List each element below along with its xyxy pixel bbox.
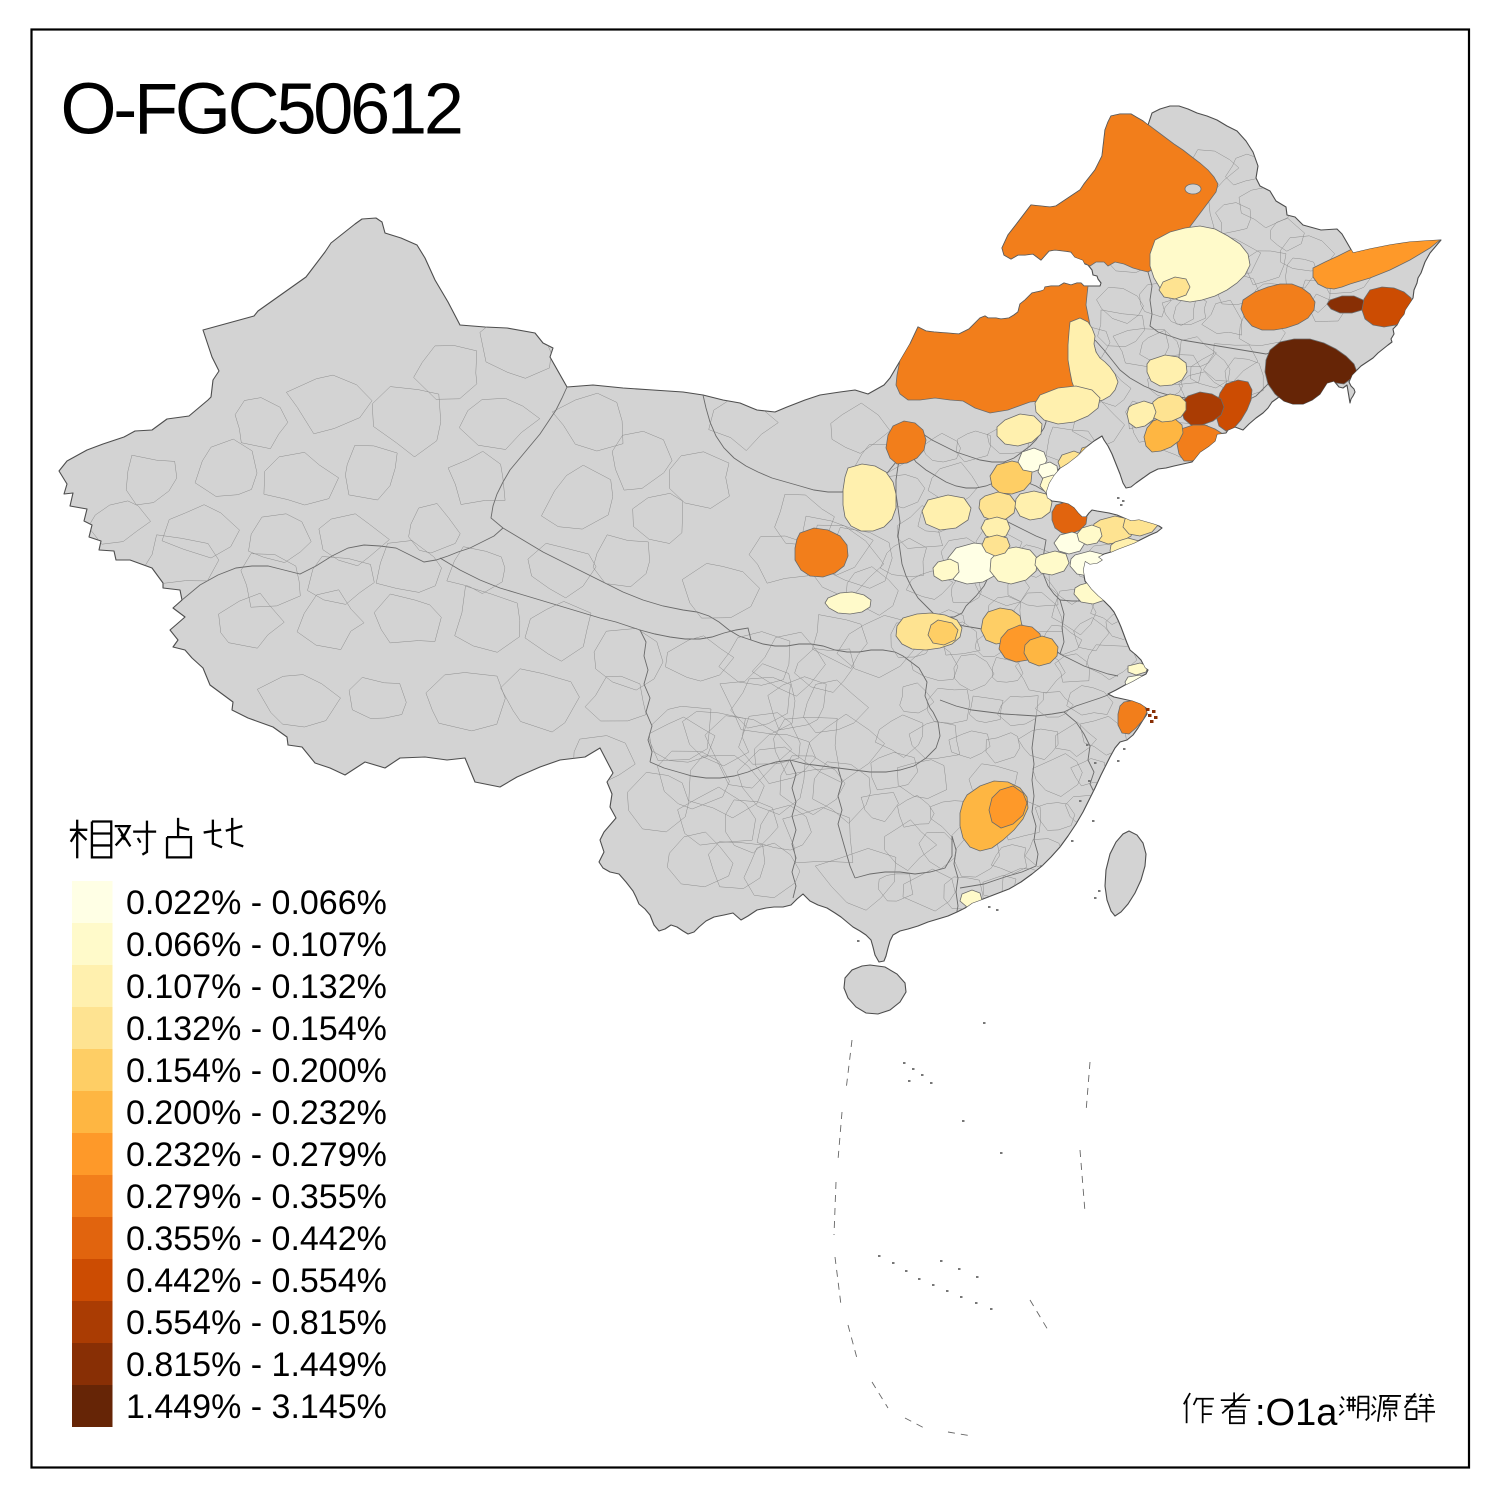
svg-text:0.200% - 0.232%: 0.200% - 0.232%: [126, 1094, 387, 1132]
svg-text:0.107% - 0.132%: 0.107% - 0.132%: [126, 968, 387, 1006]
svg-text:0.815% - 1.449%: 0.815% - 1.449%: [126, 1346, 387, 1384]
svg-text:0.442% - 0.554%: 0.442% - 0.554%: [126, 1262, 387, 1300]
svg-text:0.554% - 0.815%: 0.554% - 0.815%: [126, 1304, 387, 1342]
svg-text:O-FGC50612: O-FGC50612: [61, 70, 461, 150]
svg-text:0.066% - 0.107%: 0.066% - 0.107%: [126, 926, 387, 964]
svg-text:0.132% - 0.154%: 0.132% - 0.154%: [126, 1010, 387, 1048]
svg-text:0.022% - 0.066%: 0.022% - 0.066%: [126, 884, 387, 922]
svg-text:0.279% - 0.355%: 0.279% - 0.355%: [126, 1178, 387, 1216]
svg-text::O1a: :O1a: [1255, 1392, 1338, 1434]
svg-text:0.154% - 0.200%: 0.154% - 0.200%: [126, 1052, 387, 1090]
svg-text:0.355% - 0.442%: 0.355% - 0.442%: [126, 1220, 387, 1258]
svg-text:0.232% - 0.279%: 0.232% - 0.279%: [126, 1136, 387, 1174]
svg-text:1.449% - 3.145%: 1.449% - 3.145%: [126, 1388, 387, 1426]
